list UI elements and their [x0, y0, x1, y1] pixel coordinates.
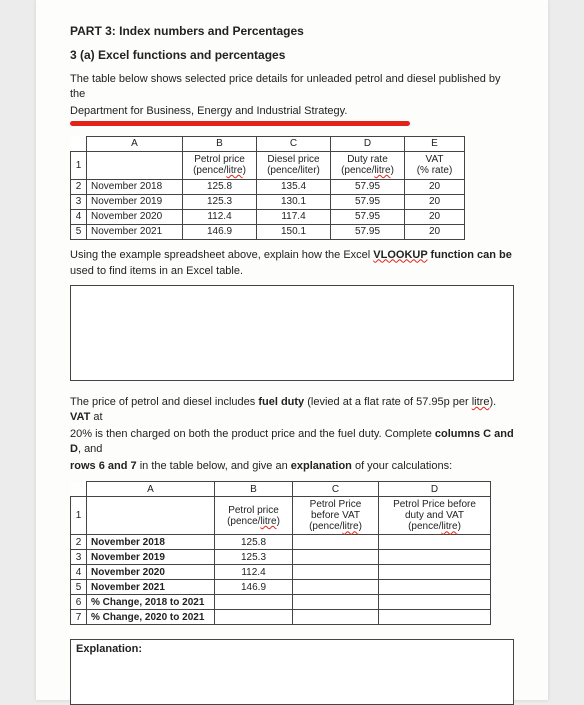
col-d: D [331, 136, 405, 151]
explanation-label: Explanation: [76, 643, 142, 655]
explanation-box[interactable]: Explanation: [70, 639, 514, 705]
col-a: A [87, 136, 183, 151]
sub-title: 3 (a) Excel functions and percentages [70, 48, 514, 62]
table-row: 5November 2021146.9 [71, 580, 491, 595]
table-row: 7% Change, 2020 to 2021 [71, 610, 491, 625]
table-row: 2November 2018125.8135.457.9520 [71, 179, 465, 194]
table-row: 3November 2019125.3 [71, 550, 491, 565]
hdr-c2: Petrol Pricebefore VAT(pence/litre) [293, 497, 379, 535]
col-b2: B [215, 482, 293, 497]
calc-table: A B C D 1 Petrol price(pence/litre) Petr… [70, 481, 491, 625]
mid-para-1: Using the example spreadsheet above, exp… [70, 248, 514, 263]
hdr-d: Duty rate(pence/litre) [331, 151, 405, 179]
hdr-b2: Petrol price(pence/litre) [215, 497, 293, 535]
part-title: PART 3: Index numbers and Percentages [70, 24, 514, 38]
document-page: PART 3: Index numbers and Percentages 3 … [36, 0, 548, 700]
col-b: B [183, 136, 257, 151]
table-row: 4November 2020112.4117.457.9520 [71, 209, 465, 224]
para4: rows 6 and 7 in the table below, and giv… [70, 459, 514, 474]
col-e: E [405, 136, 465, 151]
hdr-b: Petrol price(pence/litre) [183, 151, 257, 179]
col-c2: C [293, 482, 379, 497]
col-a2: A [87, 482, 215, 497]
price-table: A B C D E 1 Petrol price(pence/litre) Di… [70, 136, 465, 240]
red-underline [70, 121, 410, 126]
mid-para-2: used to find items in an Excel table. [70, 264, 514, 279]
para2: The price of petrol and diesel includes … [70, 395, 514, 425]
hdr-c: Diesel price(pence/liter) [257, 151, 331, 179]
col-c: C [257, 136, 331, 151]
table-row: 3November 2019125.3130.157.9520 [71, 194, 465, 209]
hdr-d2: Petrol Price beforeduty and VAT(pence/li… [379, 497, 491, 535]
col-d2: D [379, 482, 491, 497]
table-row: 4November 2020112.4 [71, 565, 491, 580]
intro-line-1: The table below shows selected price det… [70, 72, 514, 102]
table-row: 5November 2021146.9150.157.9520 [71, 224, 465, 239]
vlookup-answer-box[interactable] [70, 285, 514, 381]
intro-line-2: Department for Business, Energy and Indu… [70, 104, 514, 119]
para3: 20% is then charged on both the product … [70, 427, 514, 457]
hdr-e: VAT(% rate) [405, 151, 465, 179]
table-row: 2November 2018125.8 [71, 535, 491, 550]
table-row: 6% Change, 2018 to 2021 [71, 595, 491, 610]
